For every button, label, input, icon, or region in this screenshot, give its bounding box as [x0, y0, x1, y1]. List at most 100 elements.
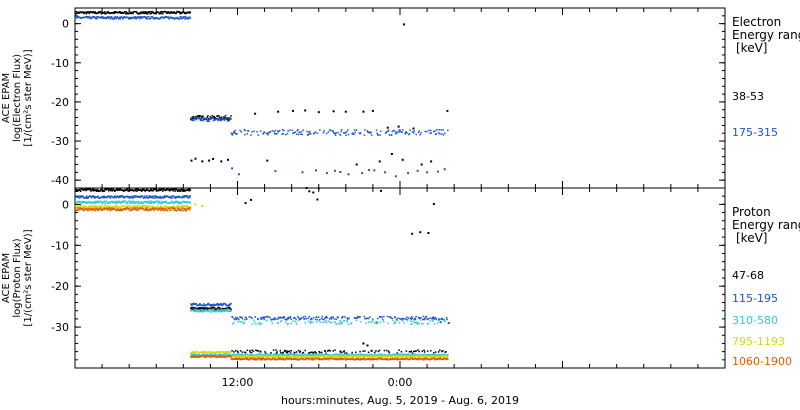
data-point	[136, 201, 138, 204]
data-point	[189, 11, 192, 13]
data-point	[76, 17, 78, 19]
data-point	[155, 195, 157, 197]
data-point	[91, 189, 93, 191]
data-point	[325, 321, 328, 324]
data-point	[363, 315, 366, 318]
data-point	[262, 355, 264, 357]
data-point	[78, 197, 81, 199]
data-point	[390, 153, 393, 155]
data-point	[432, 320, 434, 322]
data-point	[154, 16, 157, 19]
data-point	[443, 320, 445, 322]
data-point	[343, 353, 346, 355]
data-point	[318, 357, 320, 360]
data-point	[300, 130, 303, 133]
y-axis-label: log(Proton Flux)	[12, 238, 23, 317]
data-point	[260, 358, 263, 361]
data-point	[237, 173, 240, 176]
data-point	[235, 355, 237, 357]
data-point	[137, 202, 139, 205]
legend-title-unit: [keV]	[736, 41, 768, 55]
data-point	[280, 316, 282, 319]
data-point	[163, 195, 165, 197]
data-point	[324, 317, 326, 320]
data-point	[441, 317, 443, 320]
data-point	[370, 321, 373, 323]
data-point	[314, 131, 317, 133]
data-point	[334, 356, 336, 358]
data-point	[92, 209, 94, 211]
data-point	[235, 316, 237, 319]
data-point	[257, 350, 259, 352]
data-point	[431, 316, 434, 319]
data-point	[204, 305, 206, 307]
electron-legend-entry-175-315: 175-315	[732, 126, 778, 139]
data-point	[118, 17, 120, 20]
data-point	[380, 189, 382, 192]
data-point	[125, 11, 128, 13]
data-point	[115, 201, 118, 203]
data-point	[123, 12, 125, 14]
data-point	[157, 201, 159, 204]
data-point	[265, 355, 267, 358]
data-point	[346, 320, 348, 323]
data-point	[228, 119, 230, 121]
data-point	[199, 310, 202, 312]
data-point	[235, 354, 238, 357]
data-point	[136, 204, 138, 207]
data-point	[267, 356, 269, 358]
data-point	[313, 358, 315, 361]
data-point	[90, 207, 92, 209]
data-point	[307, 133, 309, 136]
data-point	[126, 189, 128, 191]
data-point	[87, 17, 90, 19]
data-point	[436, 358, 439, 361]
data-point	[104, 17, 107, 20]
data-point	[101, 196, 104, 199]
data-point	[419, 354, 422, 357]
data-point	[260, 317, 262, 319]
data-point	[149, 196, 151, 199]
data-point	[136, 17, 138, 19]
data-point	[101, 201, 103, 204]
data-point	[83, 207, 85, 209]
data-point	[417, 321, 419, 324]
data-point	[434, 351, 437, 353]
data-point	[93, 208, 96, 210]
data-point	[135, 11, 138, 13]
data-point	[416, 321, 418, 324]
data-point	[134, 205, 137, 208]
data-point	[167, 195, 169, 197]
data-point	[217, 118, 219, 121]
data-point	[125, 200, 127, 203]
data-point	[135, 18, 137, 20]
data-point	[297, 315, 299, 318]
data-point	[429, 358, 431, 361]
data-point	[176, 16, 179, 19]
data-point	[220, 160, 223, 163]
data-point	[130, 12, 132, 15]
data-point	[133, 204, 135, 207]
data-point	[384, 358, 386, 361]
data-point	[214, 117, 216, 119]
data-point	[338, 358, 341, 361]
data-point	[104, 208, 106, 210]
data-point	[127, 196, 129, 199]
data-point	[439, 133, 441, 135]
data-point	[381, 316, 383, 318]
data-point	[362, 110, 365, 113]
data-point	[142, 202, 144, 205]
data-point	[75, 13, 77, 15]
data-point	[210, 118, 212, 120]
data-point	[159, 201, 161, 204]
data-point	[109, 197, 112, 199]
data-point	[432, 203, 435, 205]
data-point	[384, 132, 387, 134]
data-point	[193, 306, 195, 309]
data-point	[415, 315, 417, 318]
data-point	[351, 358, 353, 361]
data-point	[236, 356, 239, 359]
data-point	[345, 134, 347, 136]
data-point	[114, 206, 116, 208]
data-point	[325, 315, 328, 318]
